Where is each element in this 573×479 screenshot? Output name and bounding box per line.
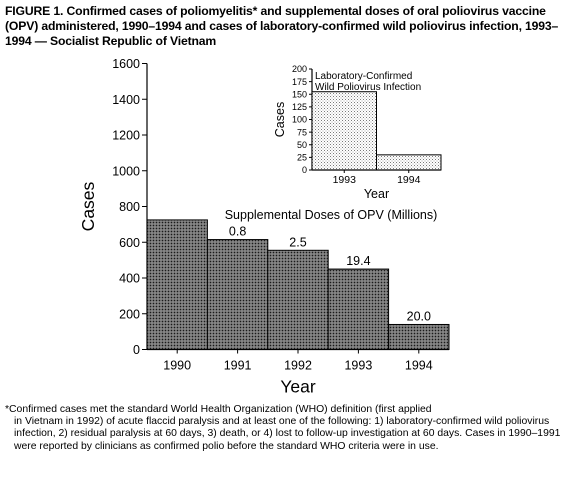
inset-title-line-2: Wild Poliovirus Infection (315, 82, 421, 93)
bar-1993 (328, 269, 388, 349)
y-tick-label: 0 (302, 165, 307, 175)
inset-chart-title: Laboratory-Confirmed Wild Poliovirus Infe… (315, 71, 421, 93)
y-tick-label: 175 (292, 77, 307, 87)
y-tick-label: 1600 (112, 57, 140, 71)
bar-1990 (147, 220, 207, 350)
y-tick-label: 75 (297, 127, 307, 137)
y-axis-title: Cases (78, 181, 98, 231)
y-tick-label: 1000 (112, 164, 140, 178)
footnote-continuation: in Vietnam in 1992) of acute flaccid par… (5, 416, 567, 453)
y-tick-label: 50 (297, 140, 307, 150)
y-tick-label: 1400 (112, 93, 140, 107)
x-tick-label: 1990 (163, 359, 191, 373)
footnote-first-line: *Confirmed cases met the standard World … (5, 404, 567, 416)
x-tick-label: 1993 (333, 174, 357, 186)
bar-1994 (389, 324, 449, 349)
x-tick-label: 1992 (284, 359, 312, 373)
bar-1991 (207, 240, 267, 350)
data-label-1994: 20.0 (407, 309, 431, 323)
x-tick-label: 1994 (405, 359, 433, 373)
y-tick-label: 0 (133, 343, 140, 357)
y-tick-label: 800 (119, 200, 140, 214)
bar-1993 (312, 92, 377, 170)
inset-bar-chart: 0 25 50 75 100 125 150 175 200 1993 1994 Year Cases L… (273, 64, 441, 201)
y-tick-label: 125 (292, 102, 307, 112)
bar-1994 (377, 155, 442, 170)
bar-1992 (268, 250, 328, 349)
data-label-1992: 2.5 (289, 235, 306, 249)
inset-title-line-1: Laboratory-Confirmed (315, 71, 412, 82)
y-tick-label: 400 (119, 272, 140, 286)
data-label-1991: 0.8 (229, 225, 246, 239)
y-axis-title: Cases (273, 102, 287, 137)
x-tick-label: 1991 (224, 359, 252, 373)
y-tick-label: 150 (292, 89, 307, 99)
y-tick-label: 200 (292, 64, 307, 74)
footnote: *Confirmed cases met the standard World … (5, 404, 567, 453)
x-tick-label: 1993 (344, 359, 372, 373)
y-tick-label: 25 (297, 153, 307, 163)
y-tick-label: 100 (292, 115, 307, 125)
y-tick-label: 1200 (112, 129, 140, 143)
x-tick-label: 1994 (397, 174, 421, 186)
x-axis-title: Year (280, 377, 316, 397)
y-tick-label: 200 (119, 307, 140, 321)
data-label-1993: 19.4 (346, 254, 370, 268)
x-axis-title: Year (364, 187, 389, 201)
y-tick-label: 600 (119, 236, 140, 250)
opv-annotation-title: Supplemental Doses of OPV (Millions) (225, 208, 438, 222)
